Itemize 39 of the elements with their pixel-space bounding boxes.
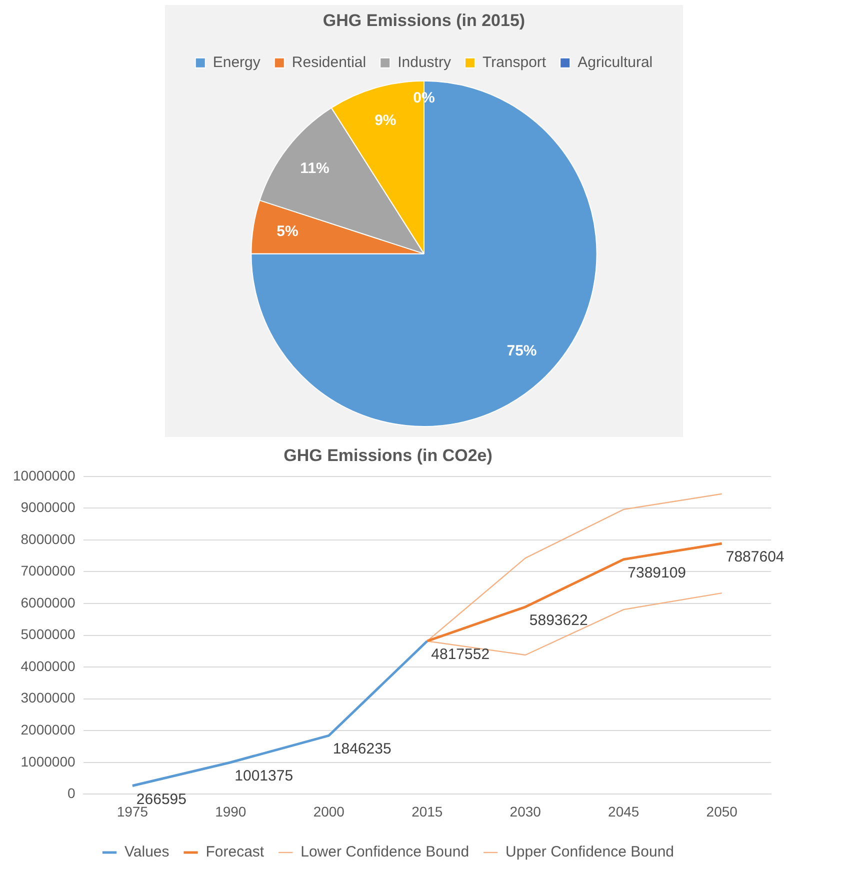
- legend-label: Agricultural: [578, 54, 653, 72]
- data-label: 5%: [276, 223, 298, 240]
- x-tick-label: 1990: [215, 803, 246, 820]
- legend-label: Forecast: [206, 844, 265, 861]
- legend-label: Energy: [212, 54, 261, 72]
- legend-label: Industry: [398, 54, 452, 72]
- y-tick-label: 10000000: [12, 467, 76, 484]
- data-label: 5893622: [529, 612, 588, 630]
- legend-label: Lower Confidence Bound: [300, 844, 470, 861]
- y-tick-label: 3000000: [20, 690, 76, 706]
- data-label: 1001375: [234, 768, 294, 785]
- y-tick-label: 1000000: [20, 753, 76, 770]
- data-label: 4817552: [431, 646, 490, 664]
- y-tick-label: 9000000: [20, 499, 76, 516]
- y-tick-label: 8000000: [20, 530, 76, 547]
- x-tick-label: 2015: [412, 803, 443, 820]
- text: 0%: [413, 89, 435, 106]
- x-tick-label: 2030: [510, 803, 542, 820]
- legend-label: Upper Confidence Bound: [506, 844, 674, 861]
- y-tick-label: 6000000: [20, 594, 76, 610]
- data-label: 11%: [300, 160, 330, 178]
- y-tick-label: 0: [67, 785, 76, 802]
- y-tick-label: 5000000: [20, 626, 76, 642]
- y-tick-label: 7000000: [20, 562, 76, 579]
- y-tick-label: 4000000: [20, 658, 76, 674]
- x-tick-label: 2050: [706, 803, 738, 820]
- data-label: 7389109: [628, 564, 686, 582]
- legend-label: Residential: [292, 54, 366, 72]
- y-tick-label: 2000000: [20, 722, 76, 738]
- chart-title: GHG Emissions (in CO2e): [284, 446, 492, 465]
- data-label: 7887604: [726, 548, 784, 566]
- x-tick-label: 2045: [608, 803, 640, 820]
- data-label: 1846235: [332, 740, 392, 758]
- data-label: 9%: [374, 112, 396, 130]
- legend-label: Transport: [482, 54, 547, 72]
- x-tick-label: 2000: [313, 803, 345, 820]
- chart-title: GHG Emissions (in 2015): [322, 10, 526, 30]
- legend-label: Values: [124, 844, 170, 861]
- data-label: 75%: [506, 342, 537, 360]
